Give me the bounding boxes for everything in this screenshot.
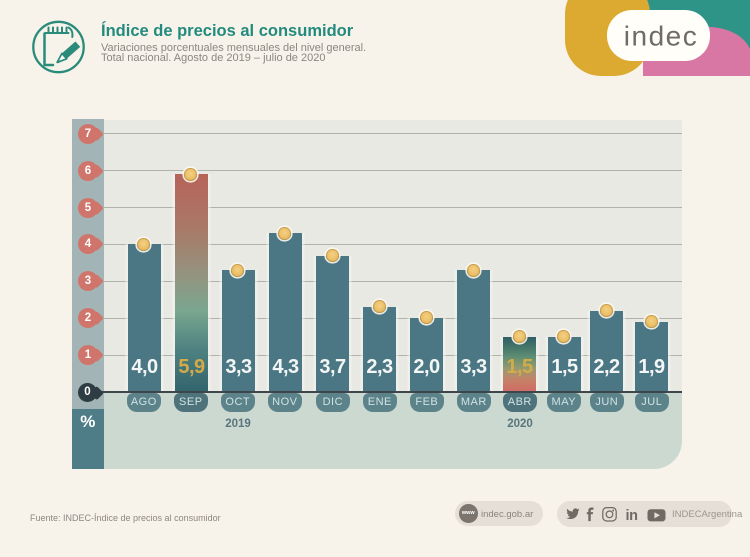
svg-text:in: in [626,508,638,522]
svg-text:indec: indec [624,21,698,52]
